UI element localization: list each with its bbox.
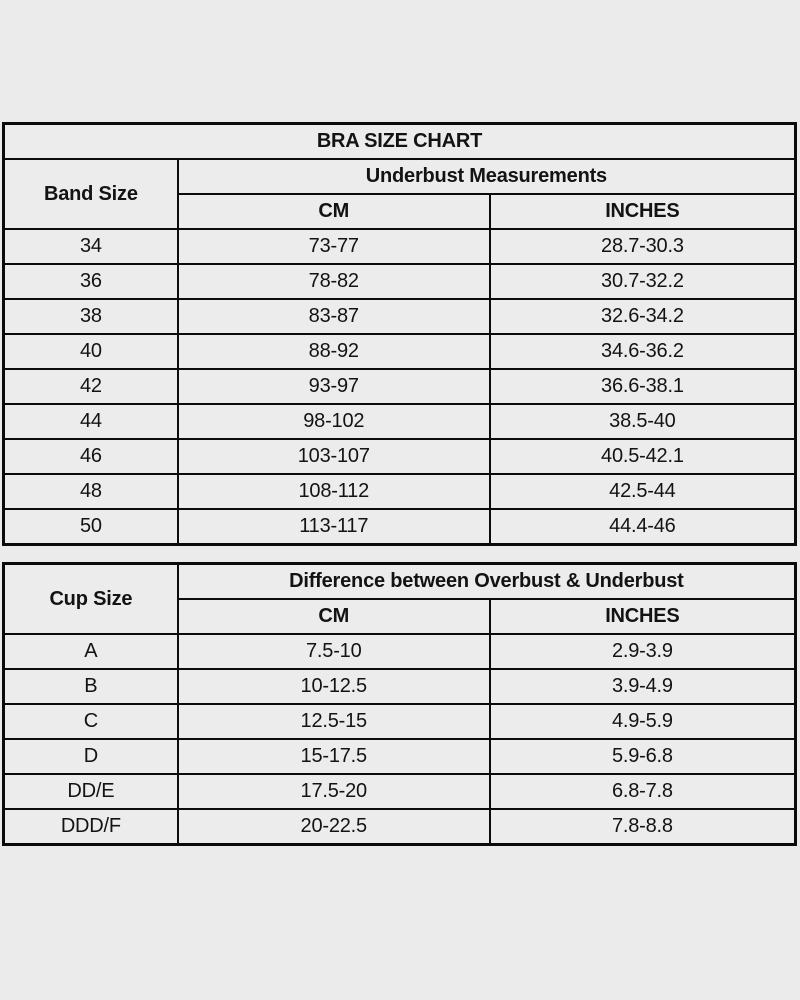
title-row: BRA SIZE CHART: [2, 122, 797, 160]
cm-range-cell: 93-97: [176, 368, 491, 405]
column-header-row: CM INCHES: [4, 598, 797, 635]
cm-range-cell: 73-77: [176, 228, 491, 265]
cup-size-cell: B: [2, 668, 179, 705]
inches-range-cell: 38.5-40: [488, 403, 797, 440]
cm-range-cell: 12.5-15: [176, 703, 491, 740]
cm-range-cell: 78-82: [176, 263, 491, 300]
table-row: 38 83-87 32.6-34.2: [2, 298, 797, 335]
inches-range-cell: 42.5-44: [488, 473, 797, 510]
band-size-cell: 34: [2, 228, 179, 265]
cm-range-cell: 113-117: [176, 508, 491, 546]
table-row: D 15-17.5 5.9-6.8: [2, 738, 797, 775]
difference-group-header: Difference between Overbust & Underbust: [176, 562, 797, 600]
column-header-row: CM INCHES: [4, 193, 797, 230]
band-size-cell: 46: [2, 438, 179, 475]
band-size-cell: 50: [2, 508, 179, 546]
band-size-cell: 44: [2, 403, 179, 440]
inches-range-cell: 2.9-3.9: [488, 633, 797, 670]
inches-range-cell: 36.6-38.1: [488, 368, 797, 405]
inches-range-cell: 34.6-36.2: [488, 333, 797, 370]
group-header-row: Cup Size Difference between Overbust & U…: [2, 562, 797, 635]
table-row: 44 98-102 38.5-40: [2, 403, 797, 440]
band-size-header: Band Size: [2, 158, 179, 230]
table-row: 40 88-92 34.6-36.2: [2, 333, 797, 370]
band-size-cell: 40: [2, 333, 179, 370]
inches-column-header: INCHES: [488, 193, 797, 230]
band-size-cell: 38: [2, 298, 179, 335]
table-row: 48 108-112 42.5-44: [2, 473, 797, 510]
table-row: 46 103-107 40.5-42.1: [2, 438, 797, 475]
table-row: C 12.5-15 4.9-5.9: [2, 703, 797, 740]
table-row: B 10-12.5 3.9-4.9: [2, 668, 797, 705]
chart-title: BRA SIZE CHART: [2, 122, 797, 160]
cm-range-cell: 88-92: [176, 333, 491, 370]
inches-column-header: INCHES: [488, 598, 797, 635]
cup-size-cell: D: [2, 738, 179, 775]
cup-size-cell: DDD/F: [2, 808, 179, 846]
cm-range-cell: 20-22.5: [176, 808, 491, 846]
cm-range-cell: 7.5-10: [176, 633, 491, 670]
cup-size-cell: C: [2, 703, 179, 740]
band-size-cell: 42: [2, 368, 179, 405]
table-row: 36 78-82 30.7-32.2: [2, 263, 797, 300]
table-row: DDD/F 20-22.5 7.8-8.8: [2, 808, 797, 846]
band-size-cell: 48: [2, 473, 179, 510]
cup-size-cell: DD/E: [2, 773, 179, 810]
cup-size-header: Cup Size: [2, 562, 179, 635]
cm-range-cell: 10-12.5: [176, 668, 491, 705]
inches-range-cell: 40.5-42.1: [488, 438, 797, 475]
underbust-group-header: Underbust Measurements: [176, 158, 797, 195]
inches-range-cell: 7.8-8.8: [488, 808, 797, 846]
cm-range-cell: 98-102: [176, 403, 491, 440]
table-row: 34 73-77 28.7-30.3: [2, 228, 797, 265]
table-row: DD/E 17.5-20 6.8-7.8: [2, 773, 797, 810]
band-size-table: BRA SIZE CHART Band Size Underbust Measu…: [2, 122, 797, 546]
inches-range-cell: 30.7-32.2: [488, 263, 797, 300]
cm-range-cell: 17.5-20: [176, 773, 491, 810]
cm-range-cell: 15-17.5: [176, 738, 491, 775]
cm-range-cell: 83-87: [176, 298, 491, 335]
table-row: A 7.5-10 2.9-3.9: [2, 633, 797, 670]
inches-range-cell: 32.6-34.2: [488, 298, 797, 335]
inches-range-cell: 28.7-30.3: [488, 228, 797, 265]
size-chart: BRA SIZE CHART Band Size Underbust Measu…: [2, 122, 797, 846]
band-size-cell: 36: [2, 263, 179, 300]
cm-column-header: CM: [176, 193, 491, 230]
inches-range-cell: 4.9-5.9: [488, 703, 797, 740]
table-row: 42 93-97 36.6-38.1: [2, 368, 797, 405]
cup-size-table: Cup Size Difference between Overbust & U…: [2, 562, 797, 846]
inches-range-cell: 44.4-46: [488, 508, 797, 546]
cm-range-cell: 103-107: [176, 438, 491, 475]
group-header-row: Band Size Underbust Measurements: [2, 158, 797, 230]
table-row: 50 113-117 44.4-46: [2, 508, 797, 546]
inches-range-cell: 5.9-6.8: [488, 738, 797, 775]
inches-range-cell: 3.9-4.9: [488, 668, 797, 705]
cm-range-cell: 108-112: [176, 473, 491, 510]
cup-size-cell: A: [2, 633, 179, 670]
cm-column-header: CM: [176, 598, 491, 635]
inches-range-cell: 6.8-7.8: [488, 773, 797, 810]
